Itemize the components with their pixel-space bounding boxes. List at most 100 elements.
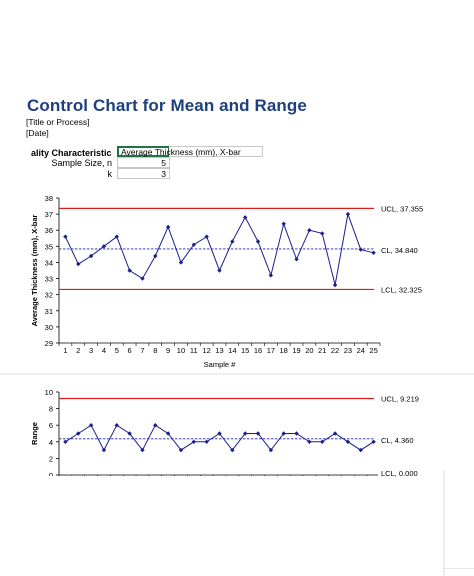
data-point <box>204 234 209 239</box>
data-point <box>230 447 235 453</box>
data-point <box>88 253 94 259</box>
data-point <box>345 211 351 217</box>
x-tick-label: 16 <box>254 346 262 355</box>
y-tick-label: 33 <box>45 275 53 284</box>
data-point <box>294 431 299 436</box>
data-point <box>358 247 363 252</box>
k-label: k <box>107 169 113 179</box>
y-tick-label: 29 <box>45 339 53 348</box>
data-point <box>255 431 261 436</box>
x-tick-label: 23 <box>344 346 352 355</box>
y-tick-label: 0 <box>49 471 53 480</box>
process-title: [Title or Process] <box>26 117 90 127</box>
y-tick-label: 37 <box>45 210 53 219</box>
data-point <box>294 257 299 262</box>
y-tick-label: 34 <box>45 258 53 267</box>
x-tick-label: 17 <box>267 346 275 355</box>
quality-characteristic-label: ality Characteristic <box>31 148 112 158</box>
x-tick-label: 5 <box>115 346 119 355</box>
x-tick-label: 22 <box>331 346 339 355</box>
y-tick-label: 4 <box>49 438 53 447</box>
data-point <box>165 224 171 230</box>
x-tick-label: 13 <box>215 346 223 355</box>
series-line <box>65 424 374 452</box>
data-point <box>178 447 184 453</box>
x-tick-label: 10 <box>177 346 185 355</box>
chart-2: 0 2 4 6 8 10 Range UCL, 9.219 CL, 4.360 LCL, 0.00… <box>30 388 419 480</box>
x-tick-label: 14 <box>228 346 236 355</box>
x-tick-label: 9 <box>166 346 170 355</box>
data-point <box>345 439 351 444</box>
data-point <box>332 431 338 436</box>
y-tick-label: 6 <box>49 421 53 430</box>
y-axis-title: Range <box>30 422 39 445</box>
data-point <box>178 260 184 265</box>
y-tick-label: 36 <box>45 226 53 235</box>
x-tick-label: 15 <box>241 346 249 355</box>
y-axis-title: Average Thickness (mm), X-bar <box>30 215 39 327</box>
data-point <box>268 447 274 453</box>
x-tick-label: 18 <box>280 346 288 355</box>
y-tick-label: 30 <box>45 323 53 332</box>
x-tick-label: 21 <box>318 346 326 355</box>
x-tick-label: 1 <box>63 346 67 355</box>
data-point <box>63 234 68 239</box>
x-axis-title: Sample # <box>204 360 237 369</box>
data-point <box>76 431 81 436</box>
data-point <box>153 423 158 428</box>
data-point <box>217 268 222 273</box>
date-label: [Date] <box>26 128 49 138</box>
ucl-label: UCL, 9.219 <box>381 394 419 403</box>
x-tick-label: 6 <box>128 346 132 355</box>
k-cell[interactable]: 3 <box>117 168 170 179</box>
data-point <box>101 447 107 453</box>
data-point <box>230 239 235 244</box>
x-tick-label: 8 <box>153 346 157 355</box>
data-point <box>332 282 338 288</box>
data-point <box>281 431 286 436</box>
page-title: Control Chart for Mean and Range <box>27 96 307 115</box>
data-point <box>63 439 68 444</box>
y-tick-label: 32 <box>45 291 53 300</box>
quality-characteristic-cell-overflow[interactable] <box>169 146 263 157</box>
data-point <box>165 431 171 436</box>
x-tick-label: 25 <box>369 346 377 355</box>
chart-crop-mask <box>378 468 444 476</box>
data-point <box>268 273 274 278</box>
data-point <box>88 423 94 428</box>
x-tick-label: 20 <box>305 346 313 355</box>
data-point <box>127 431 132 436</box>
sample-size-label: Sample Size, n <box>51 158 112 168</box>
data-point <box>281 221 286 226</box>
data-point <box>153 253 158 259</box>
chart-crop-mask <box>0 476 444 576</box>
cl-label: CL, 4.360 <box>381 436 414 445</box>
y-tick-label: 31 <box>45 307 53 316</box>
data-point <box>217 431 222 436</box>
x-tick-label: 7 <box>140 346 144 355</box>
quality-characteristic-value: Average Thickness (mm), X-bar <box>121 147 241 157</box>
y-tick-label: 35 <box>45 242 53 251</box>
data-point <box>114 423 119 428</box>
data-point <box>191 242 197 247</box>
lcl-label: LCL, 32.325 <box>381 285 422 294</box>
data-point <box>371 250 376 255</box>
x-tick-label: 19 <box>292 346 300 355</box>
series-line <box>64 212 374 286</box>
data-point <box>191 439 197 444</box>
sample-size-cell[interactable]: 5 <box>117 157 170 168</box>
lcl-label-cropped: LCL, 0.000 <box>381 469 418 478</box>
data-point <box>307 228 312 233</box>
data-point <box>307 439 312 444</box>
y-tick-label: 8 <box>49 405 53 414</box>
x-tick-label: 11 <box>190 346 198 355</box>
data-point <box>242 215 248 220</box>
cl-label: CL, 34.840 <box>381 246 418 255</box>
data-point <box>76 261 81 267</box>
y-tick-label: 38 <box>45 194 53 203</box>
data-point <box>127 268 132 273</box>
ucl-label: UCL, 37.355 <box>381 204 423 213</box>
data-point <box>204 439 209 444</box>
